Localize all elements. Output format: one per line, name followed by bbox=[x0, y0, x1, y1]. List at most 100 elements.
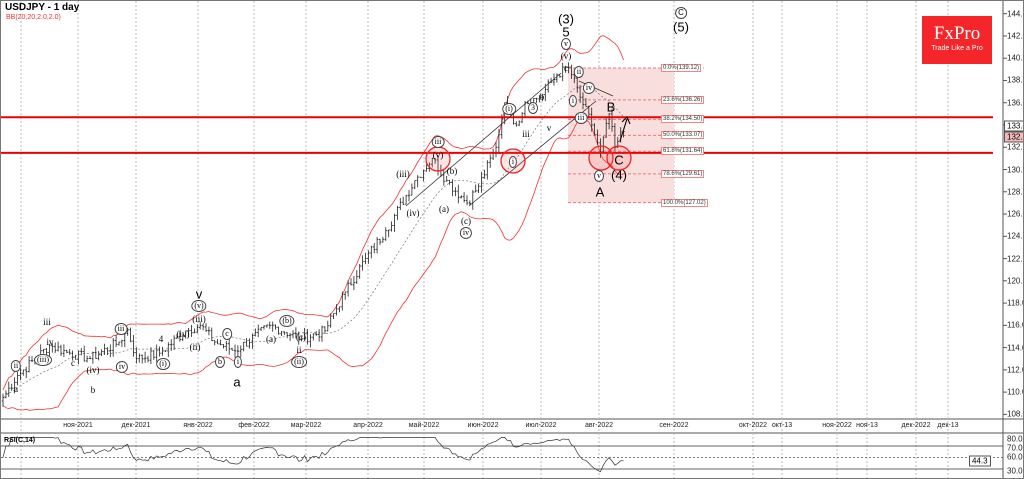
time-tick-label: июн-2022 bbox=[467, 422, 499, 429]
wave-label: i bbox=[508, 156, 518, 168]
fxpro-logo: FxPro Trade Like a Pro bbox=[922, 16, 992, 64]
wave-label: c bbox=[222, 328, 232, 340]
time-tick-label: ноя-2022 bbox=[822, 422, 852, 429]
wave-label: A bbox=[595, 184, 605, 200]
time-tick-label: фев-2022 bbox=[238, 422, 270, 429]
fib-level-label: 23.6%(136.26) bbox=[661, 95, 705, 104]
price-tick-label: 130.00 bbox=[1007, 165, 1023, 175]
wave-label: (a) bbox=[266, 334, 276, 344]
wave-label: v bbox=[594, 170, 604, 182]
wave-label: (4) bbox=[611, 167, 627, 183]
wave-label: (c) bbox=[296, 332, 306, 342]
wave-label: (i) bbox=[502, 103, 516, 115]
price-tick-label: 110.00 bbox=[1007, 387, 1023, 397]
wave-label: b bbox=[90, 385, 96, 395]
wave-label: v bbox=[195, 286, 203, 302]
wave-label: b bbox=[539, 92, 545, 102]
wave-label: iv bbox=[46, 337, 54, 347]
price-tick-label: 136.00 bbox=[1007, 98, 1023, 108]
wave-label: a bbox=[233, 374, 241, 390]
price-tick-label: 138.00 bbox=[1007, 75, 1023, 85]
fib-level-label: 0.0%(139.12) bbox=[661, 64, 702, 72]
bollinger-lower bbox=[2, 118, 624, 411]
wave-label: iv bbox=[115, 361, 129, 373]
wave-label: ii bbox=[296, 345, 302, 355]
time-tick-label: окт-2022 bbox=[738, 422, 768, 429]
rsi-label: RSI(C,14) bbox=[4, 437, 36, 444]
wave-label: 3 bbox=[528, 102, 538, 114]
time-tick-label: окт-13 bbox=[771, 422, 793, 429]
chart-title: USDJPY - 1 day bbox=[5, 2, 80, 13]
logo-tagline: Trade Like a Pro bbox=[931, 45, 983, 52]
time-tick-label: июл-2022 bbox=[525, 422, 557, 429]
wave-label: C bbox=[614, 152, 624, 168]
wave-label: 4 bbox=[158, 334, 164, 344]
wave-label: iii bbox=[114, 323, 128, 335]
wave-label: (5) bbox=[673, 19, 689, 35]
bollinger-label: BB(20,20,2.0,2.0) bbox=[6, 14, 61, 21]
fib-level-label: 50.0%(133.07) bbox=[661, 131, 705, 140]
time-tick-label: авг-2022 bbox=[584, 422, 614, 429]
wave-label: iv bbox=[459, 227, 473, 239]
wave-label: (c) bbox=[461, 216, 471, 226]
wave-label: (iv) bbox=[406, 208, 420, 218]
rsi-line bbox=[2, 437, 624, 473]
logo-brand: FxPro bbox=[933, 23, 981, 44]
price-tick-label: 142.00 bbox=[1007, 31, 1023, 41]
price-tick-label: 126.00 bbox=[1007, 209, 1023, 219]
rsi-tick-label: 70.0 bbox=[1007, 443, 1023, 453]
wave-label: (iii) bbox=[396, 169, 410, 179]
price-tick-label: 114.00 bbox=[1007, 343, 1023, 353]
wave-label: c bbox=[564, 63, 568, 73]
wave-label: c bbox=[71, 358, 75, 368]
price-tick-label: 118.00 bbox=[1007, 298, 1023, 308]
wave-label: 5 bbox=[562, 24, 570, 40]
wave-label: (v) bbox=[432, 150, 444, 160]
price-tick-label: 128.00 bbox=[1007, 187, 1023, 197]
rsi-tick-label: 44.3 bbox=[969, 455, 991, 467]
time-tick-label: ноя-13 bbox=[856, 422, 878, 429]
trend-line bbox=[405, 72, 562, 207]
price-tick-label: 140.00 bbox=[1007, 53, 1023, 63]
price-tick-label: 108.00 bbox=[1007, 409, 1023, 419]
wave-label: (ii) bbox=[291, 356, 307, 368]
time-tick-label: янв-2022 bbox=[183, 422, 213, 429]
fib-level-label: 100.0%(127.02) bbox=[661, 198, 708, 207]
wave-label: (ii) bbox=[189, 342, 201, 352]
price-tick-label: 144.00 bbox=[1007, 9, 1023, 19]
wave-label: B bbox=[606, 99, 616, 115]
time-tick-label: дек-2021 bbox=[121, 422, 151, 429]
rsi-tick-label: 80.0 bbox=[1007, 434, 1023, 444]
highlight-circle bbox=[606, 145, 632, 171]
time-tick-label: дек-13 bbox=[937, 422, 959, 429]
wave-label: b bbox=[215, 356, 225, 368]
wave-label: iii bbox=[522, 129, 530, 139]
wave-label: (i) bbox=[156, 358, 170, 370]
wave-label: (iii) bbox=[34, 354, 52, 366]
wave-label: a bbox=[14, 384, 18, 394]
current-price-tag: 133.44 bbox=[1004, 120, 1023, 132]
wave-label: (v) bbox=[560, 51, 572, 61]
price-tick-label: 116.00 bbox=[1007, 320, 1023, 330]
rsi-tick-label: 30.0 bbox=[1007, 466, 1023, 476]
wave-label: v bbox=[561, 38, 571, 50]
wave-label: ii bbox=[10, 360, 22, 372]
wave-label: (a) bbox=[439, 204, 449, 214]
price-tick-label: 120.00 bbox=[1007, 276, 1023, 286]
wave-label: ii bbox=[573, 66, 585, 78]
rsi-tick-label: 60.0 bbox=[1007, 452, 1023, 462]
wave-label: C bbox=[675, 7, 687, 19]
bid-price-tag: 132.88 bbox=[1004, 131, 1023, 143]
price-tick-label: 124.00 bbox=[1007, 231, 1023, 241]
wave-label: iv bbox=[582, 82, 596, 94]
time-tick-label: ноя-2021 bbox=[63, 422, 93, 429]
wave-label: v bbox=[546, 123, 552, 133]
time-tick-label: мар-2022 bbox=[290, 422, 322, 429]
wave-label: iii bbox=[43, 317, 51, 327]
wave-label: i bbox=[568, 95, 578, 107]
time-tick-label: апр-2022 bbox=[353, 422, 383, 429]
wave-label: (3) bbox=[558, 11, 574, 27]
wave-label: (b) bbox=[279, 315, 295, 327]
